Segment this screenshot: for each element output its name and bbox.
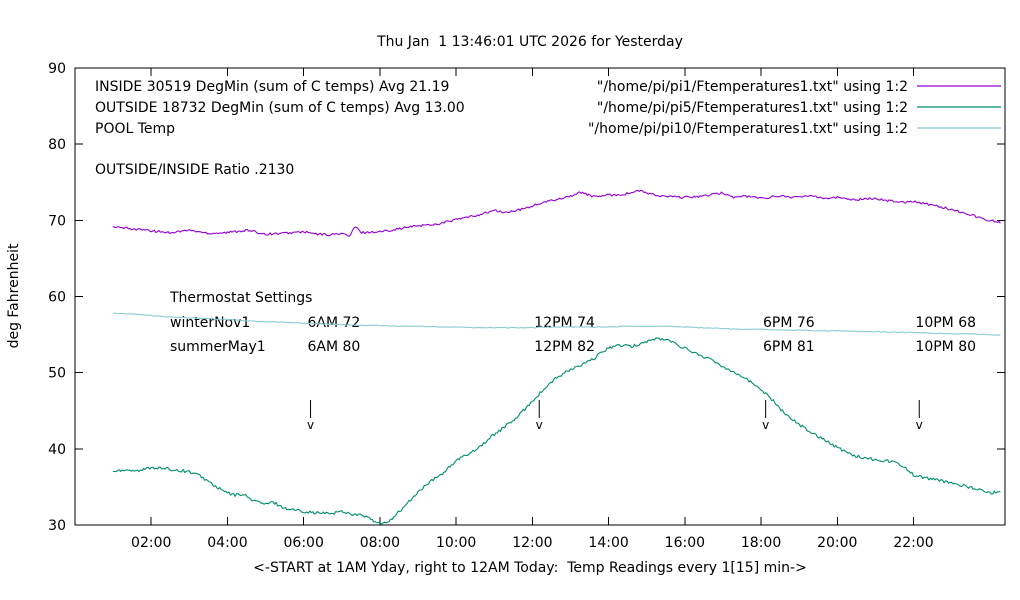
thermostat-setting: 12PM 82	[534, 339, 595, 355]
y-tick-label: 90	[48, 61, 66, 77]
x-tick-label: 20:00	[817, 535, 857, 551]
y-tick-label: 40	[48, 442, 66, 458]
x-tick-label: 14:00	[588, 535, 628, 551]
thermostat-row-name: summerMay1	[170, 339, 266, 355]
time-marker-arrow-head: v	[536, 418, 543, 432]
y-tick-label: 60	[48, 290, 66, 306]
thermostat-setting: 10PM 68	[915, 315, 976, 331]
y-tick-label: 70	[48, 213, 66, 229]
y-tick-label: 30	[48, 518, 66, 534]
legend-label-inside: INSIDE 30519 DegMin (sum of C temps) Avg…	[95, 79, 449, 95]
series-pool	[112, 312, 1001, 336]
time-marker-arrow-head: v	[916, 418, 923, 432]
legend-file-1: "/home/pi/pi5/Ftemperatures1.txt" using …	[597, 100, 908, 116]
x-axis-label: <-START at 1AM Yday, right to 12AM Today…	[253, 560, 807, 576]
x-tick-label: 18:00	[741, 535, 781, 551]
y-axis-label: deg Fahrenheit	[6, 243, 22, 348]
x-tick-label: 08:00	[360, 535, 400, 551]
thermostat-setting: 6PM 76	[763, 315, 815, 331]
x-tick-label: 10:00	[436, 535, 476, 551]
thermostat-heading: Thermostat Settings	[169, 290, 312, 306]
time-marker-arrow-head: v	[762, 418, 769, 432]
x-tick-label: 02:00	[131, 535, 171, 551]
ratio-label: OUTSIDE/INSIDE Ratio .2130	[95, 162, 294, 178]
time-marker-arrow-head: v	[307, 418, 314, 432]
legend-label-outside: OUTSIDE 18732 DegMin (sum of C temps) Av…	[95, 100, 465, 116]
x-tick-label: 16:00	[665, 535, 705, 551]
y-tick-label: 50	[48, 366, 66, 382]
thermostat-setting: 10PM 80	[915, 339, 976, 355]
legend-label-pool: POOL Temp	[95, 121, 175, 137]
thermostat-setting: 12PM 74	[534, 315, 595, 331]
thermostat-setting: 6AM 80	[308, 339, 361, 355]
y-tick-label: 80	[48, 137, 66, 153]
x-tick-label: 04:00	[207, 535, 247, 551]
x-tick-label: 12:00	[512, 535, 552, 551]
chart-title: Thu Jan 1 13:46:01 UTC 2026 for Yesterda…	[376, 34, 683, 50]
x-tick-label: 22:00	[893, 535, 933, 551]
series-outside	[113, 337, 1001, 525]
series-inside	[112, 189, 1001, 237]
thermostat-setting: 6PM 81	[763, 339, 815, 355]
thermostat-setting: 6AM 72	[308, 315, 361, 331]
x-tick-label: 06:00	[284, 535, 324, 551]
legend-file-0: "/home/pi/pi1/Ftemperatures1.txt" using …	[597, 79, 908, 95]
legend-file-2: "/home/pi/pi10/Ftemperatures1.txt" using…	[588, 121, 908, 137]
